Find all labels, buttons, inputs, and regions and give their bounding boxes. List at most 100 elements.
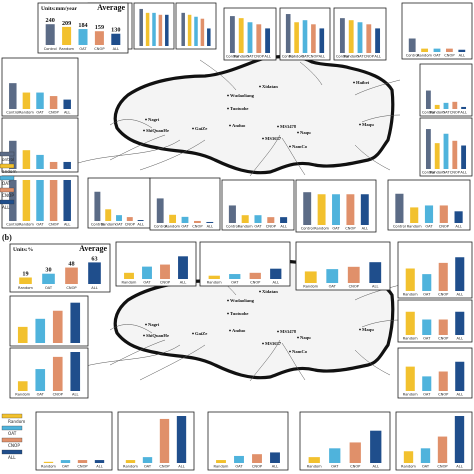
tick-label: ALL (207, 225, 213, 229)
bar-cnop (346, 194, 355, 225)
tick-label: OAT (181, 225, 189, 229)
tick-label: Random (289, 55, 304, 59)
tick-label: CNOP (450, 171, 461, 175)
tick-label: Random (41, 465, 56, 469)
site-marker (143, 334, 145, 337)
data-label: 48 (68, 261, 74, 268)
tick-label: Random (207, 281, 222, 285)
bar-oat (443, 102, 449, 109)
tick-label: Random (123, 465, 138, 469)
bar-cnop (311, 24, 316, 53)
bar-control (181, 12, 185, 47)
bar-all (375, 28, 381, 53)
tick-label: Control (44, 47, 57, 51)
bar-random (22, 92, 31, 109)
tick-label: OAT (45, 286, 53, 290)
site-chart-a-7: Control Random OAT CNOP ALL (1, 57, 79, 117)
legend-swatch (1, 449, 23, 455)
data-label: 240 (46, 17, 55, 24)
bar-oat (234, 455, 244, 463)
site-chart-b-8: Random OAT CNOP ALL (35, 411, 113, 471)
site-marker (277, 330, 279, 333)
site-label: NamCo (292, 144, 308, 149)
tick-label: Control (422, 171, 435, 175)
bar-all (455, 311, 465, 335)
bar-cnop (438, 262, 448, 291)
bar-random (62, 26, 72, 45)
tick-label: Random (122, 281, 137, 285)
site-marker (297, 131, 299, 134)
tick-label: Random (307, 465, 322, 469)
tick-label: CNOP (450, 111, 461, 115)
bar-cnop (158, 14, 163, 47)
site-chart-b-9: Random OAT CNOP ALL (117, 411, 195, 471)
bar-random (308, 457, 320, 463)
site-label: ShiQuanHe (146, 128, 169, 133)
bar-control (303, 192, 312, 225)
tick-label: CNOP (48, 223, 59, 227)
bar-random (403, 451, 414, 463)
tick-label: Random (214, 465, 229, 469)
site-label: MS3637 (265, 341, 282, 346)
data-label: 63 (91, 255, 97, 262)
tick-label: OAT (423, 393, 431, 397)
bar-oat (443, 133, 449, 169)
bar-cnop (452, 140, 458, 169)
site-marker (227, 94, 229, 97)
tick-label: CNOP (254, 55, 265, 59)
site-marker (259, 290, 261, 293)
bar-cnop (445, 48, 453, 52)
bar-cnop (252, 454, 262, 463)
bar-random (348, 20, 354, 53)
tick-label: Random (401, 465, 416, 469)
tick-label: ALL (137, 223, 143, 227)
bar-all (70, 302, 81, 343)
bar-oat (420, 448, 431, 463)
tick-label: Control (282, 55, 295, 59)
bar-all (360, 194, 369, 225)
bar-random (434, 104, 440, 109)
bar-cnop (159, 418, 170, 463)
legend-swatch (0, 151, 15, 157)
site-marker (277, 125, 279, 128)
bar-all (270, 268, 282, 279)
bar-cnop (126, 217, 133, 221)
site-marker (259, 85, 261, 88)
tick-label: OAT (331, 465, 339, 469)
legend-swatch (0, 163, 15, 169)
site-label: Xidatan (262, 289, 278, 294)
panel-b-label: (b) (2, 233, 12, 242)
site-label: ShiQuanHe (146, 333, 169, 338)
bar-all (94, 460, 105, 463)
legend-label: OAT (8, 431, 17, 436)
tick-label: Control (6, 223, 19, 227)
site-chart-a-2 (175, 2, 217, 50)
site-label: Xidatan (262, 84, 278, 89)
site-label: Naqu (300, 130, 311, 135)
site-marker (297, 336, 299, 339)
bar-all (370, 430, 382, 463)
bar-cnop (452, 101, 458, 109)
tick-label: ALL (264, 55, 270, 59)
site-marker (229, 124, 231, 127)
bar-oat (36, 180, 44, 221)
tick-label: CNOP (438, 293, 449, 297)
site-marker (192, 127, 194, 130)
site-marker (359, 328, 361, 331)
units-label: Units:mm/year (41, 6, 78, 12)
site-label: Anduo (232, 328, 246, 333)
tick-label: Control (336, 55, 349, 59)
tick-label: ALL (272, 465, 278, 469)
bar-oat (424, 205, 434, 223)
tick-label: OAT (144, 465, 152, 469)
bar-oat (194, 16, 198, 46)
tick-label: OAT (423, 293, 431, 297)
site-marker (262, 342, 264, 345)
site-label: Naqu (300, 335, 311, 340)
bar-all (178, 256, 188, 279)
